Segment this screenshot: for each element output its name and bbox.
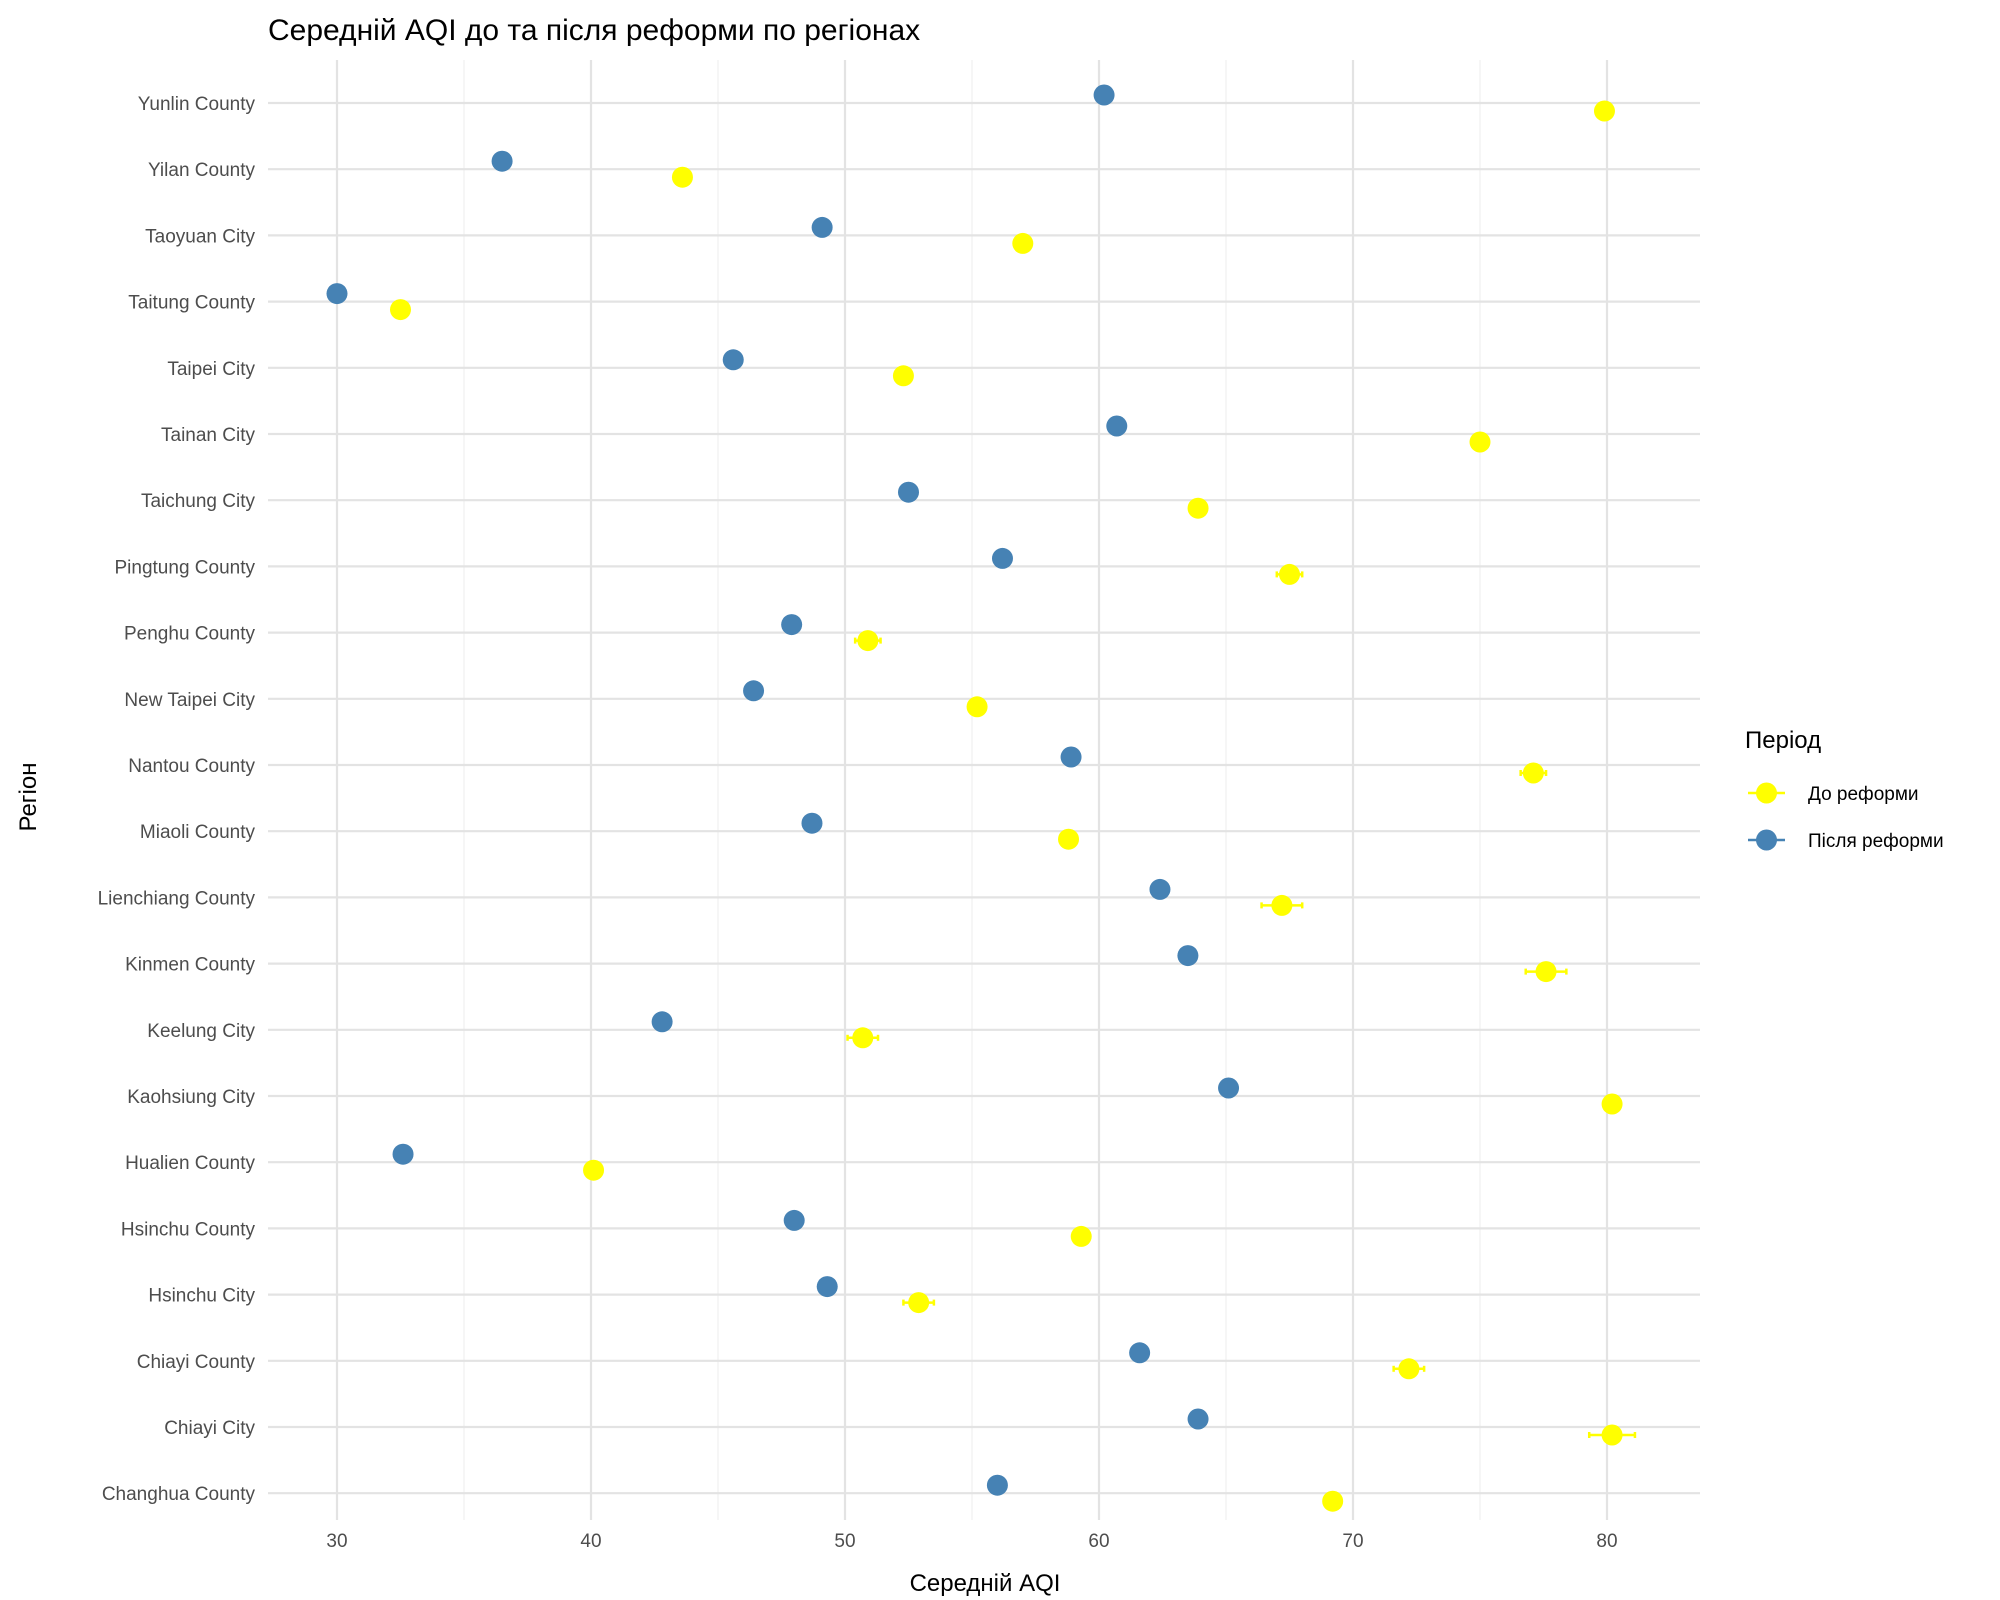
x-tick-label: 50 [834,1531,855,1552]
point-after-reform [781,614,803,636]
point-before-reform [908,1292,930,1314]
point-before-reform [1593,100,1615,122]
y-tick-label: Chiayi City [164,1418,255,1439]
legend: Період До реформи Після реформи [1745,727,1944,852]
point-after-reform [986,1474,1008,1496]
point-before-reform [1398,1358,1420,1380]
y-tick-label: Hsinchu County [121,1219,256,1240]
y-tick-label: Keelung City [147,1021,255,1042]
x-axis-title: Середній AQI [910,1570,1061,1597]
y-tick-label: Kinmen County [125,955,255,976]
y-tick-label: Hualien County [125,1153,255,1174]
point-after-reform [801,812,823,834]
point-before-reform [852,1027,874,1049]
y-tick-label: Pingtung County [115,557,256,578]
x-tick-label: 30 [326,1531,347,1552]
point-after-reform [816,1276,838,1298]
chart-title: Середній AQI до та після реформи по регі… [268,14,920,47]
legend-label: Після реформи [1808,831,1944,852]
point-before-reform [1279,563,1300,585]
y-tick-label: Taipei City [167,359,255,380]
point-after-reform [1060,746,1082,768]
y-tick-label: Hsinchu City [148,1286,255,1307]
point-after-reform [1106,415,1128,437]
x-tick-label: 80 [1596,1531,1617,1552]
y-tick-label: Taichung City [141,491,256,512]
point-after-reform [1129,1342,1151,1364]
point-after-reform [651,1011,673,1033]
x-tick-label: 70 [1342,1531,1363,1552]
point-before-reform [892,365,914,387]
point-after-reform [392,1143,414,1165]
point-after-reform [491,150,513,172]
y-tick-label: Taoyuan City [145,226,255,247]
point-before-reform [1522,762,1544,784]
legend-key-point [1756,829,1777,851]
y-tick-label: Nantou County [128,756,255,777]
point-after-reform [722,349,744,371]
point-before-reform [1469,431,1491,453]
point-before-reform [966,696,988,718]
point-before-reform [1601,1424,1623,1446]
legend-key-point [1756,782,1777,804]
grid [268,60,1700,1520]
y-tick-label: Tainan City [161,425,255,446]
legend-label: До реформи [1808,784,1919,805]
legend-title: Період [1745,727,1821,754]
y-tick-label: Chiayi County [137,1352,256,1373]
y-tick-label: Penghu County [124,624,255,645]
point-before-reform [583,1159,605,1181]
point-before-reform [671,166,693,188]
point-after-reform [1093,84,1115,106]
point-after-reform [326,283,348,305]
x-tick-label: 40 [580,1531,601,1552]
point-before-reform [1601,1093,1623,1115]
point-after-reform [783,1209,805,1231]
y-tick-label: Changhua County [102,1484,256,1505]
y-tick-label: Kaohsiung City [127,1087,255,1108]
point-after-reform [991,547,1013,569]
point-after-reform [1177,945,1199,967]
point-before-reform [1322,1490,1344,1512]
x-axis-ticks: 30 40 50 60 70 80 [326,1531,1617,1552]
y-tick-label: Yilan County [148,160,256,181]
y-tick-label: Miaoli County [140,822,256,843]
point-before-reform [1535,961,1557,983]
point-before-reform [1012,232,1034,254]
y-axis-ticks: Changhua County Chiayi City Chiayi County H… [98,94,256,1505]
point-before-reform [1187,497,1209,519]
point-before-reform [1070,1225,1092,1247]
point-before-reform [1271,894,1293,916]
x-tick-label: 60 [1088,1531,1109,1552]
point-after-reform [743,680,765,702]
point-after-reform [1218,1077,1240,1099]
point-after-reform [1187,1408,1209,1430]
point-before-reform [857,630,879,652]
point-after-reform [811,216,833,238]
point-before-reform [1058,828,1080,850]
point-before-reform [390,299,411,321]
y-tick-label: Yunlin County [138,94,256,115]
y-tick-label: New Taipei City [124,690,255,711]
y-axis-title: Регіон [15,763,42,832]
y-tick-label: Lienchiang County [98,888,256,909]
point-after-reform [898,481,919,503]
data-points [326,84,1637,1512]
y-tick-label: Taitung County [128,293,255,314]
point-after-reform [1149,878,1171,900]
